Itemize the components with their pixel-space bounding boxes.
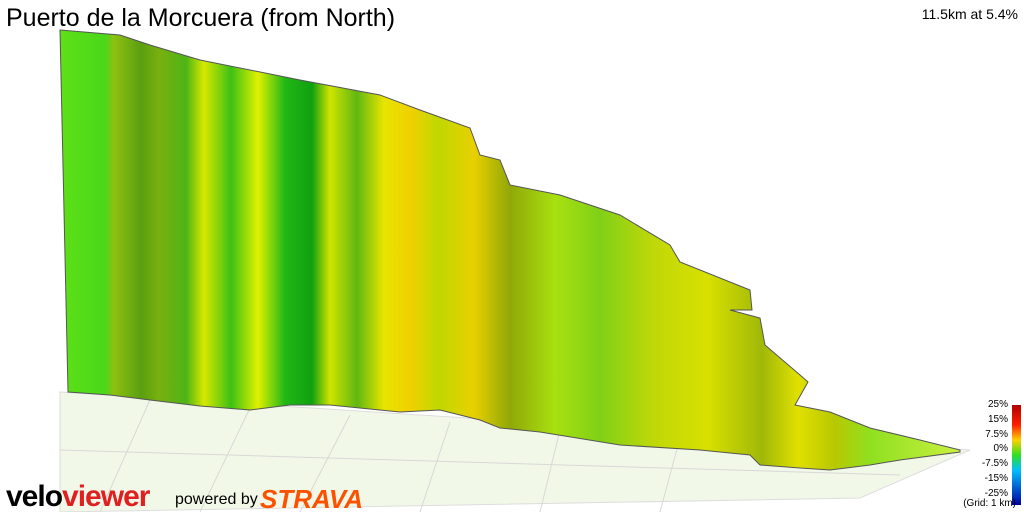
title: Puerto de la Morcuera (from North) (6, 4, 396, 32)
logo: veloviewer (6, 480, 150, 514)
scale-label: 15% (987, 413, 1008, 425)
grid (59, 399, 901, 512)
scale-label: -25% (984, 487, 1008, 499)
strava: STRAVA (260, 484, 364, 514)
gradient-scale (1012, 405, 1021, 505)
logo-velo: velo (6, 480, 63, 513)
scale-label: -15% (984, 473, 1008, 484)
elevation-ribbon (59, 29, 961, 471)
scale-label: -7.5% (981, 458, 1008, 470)
scale-label: 0% (993, 443, 1008, 455)
grid-note: (Grid: 1 km) (963, 498, 1016, 509)
scale-label: 25% (987, 399, 1008, 410)
powered-by: powered by (175, 491, 258, 508)
scale-label: 7.5% (985, 428, 1008, 440)
logo-viewer: viewer (62, 480, 150, 513)
summary: 11.5km at 5.4% (921, 6, 1018, 22)
